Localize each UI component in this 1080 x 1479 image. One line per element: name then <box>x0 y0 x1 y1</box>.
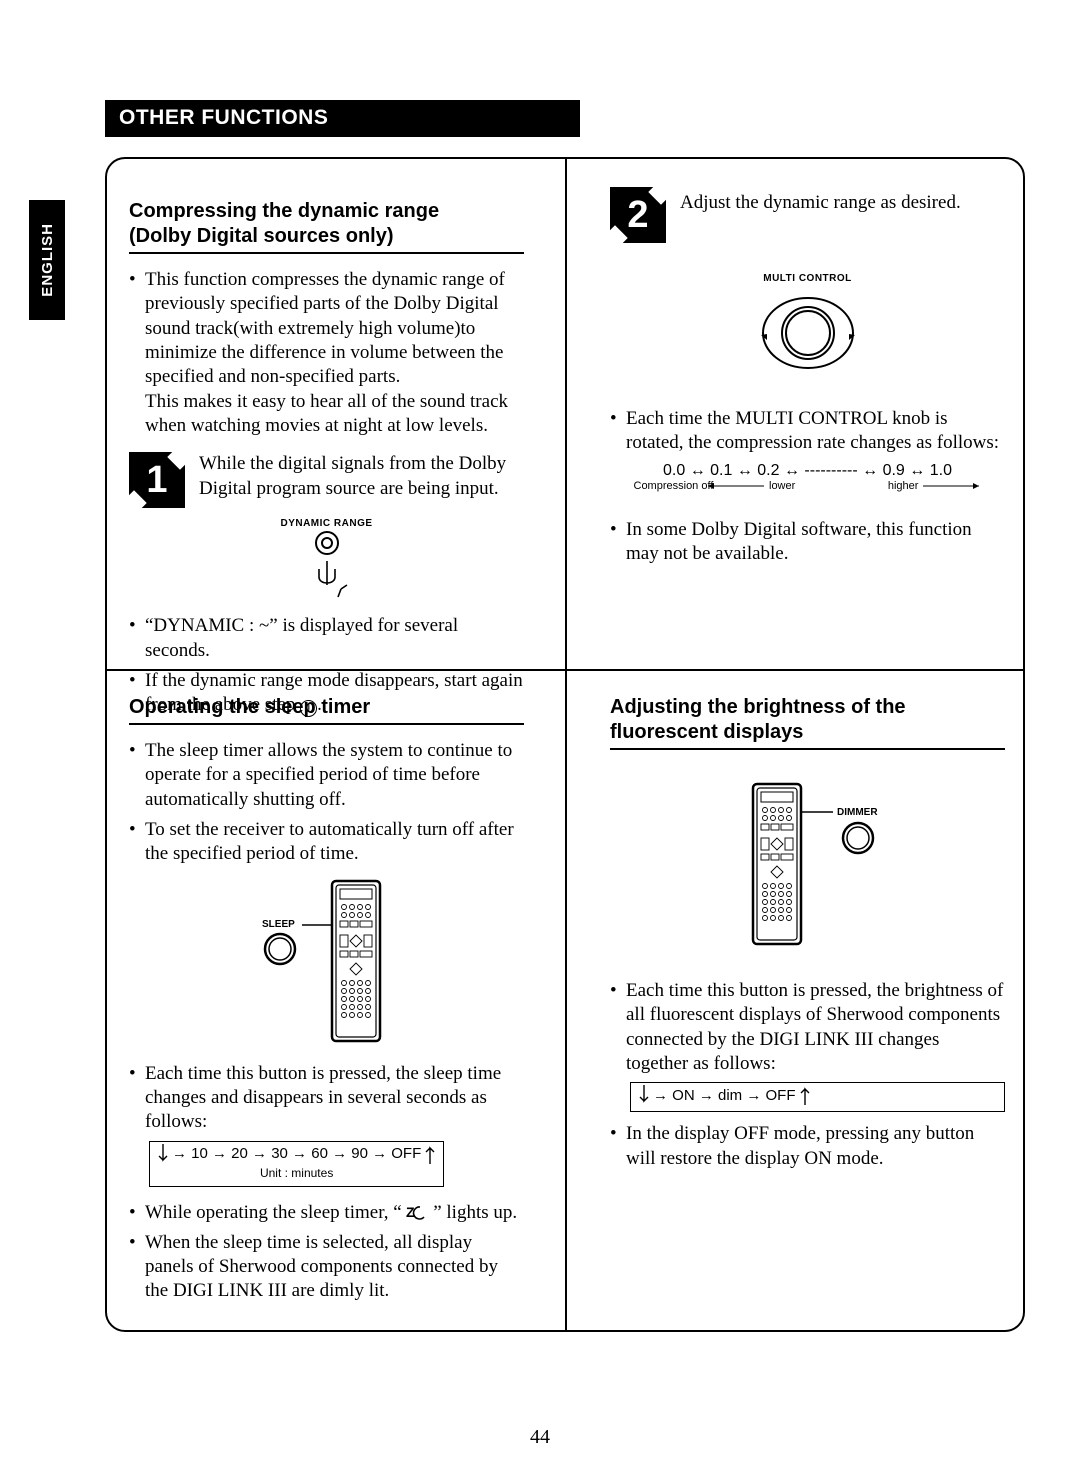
sleep-b4a: While operating the sleep timer, “ <box>145 1202 406 1223</box>
compress-intro-p1: This function compresses the dynamic ran… <box>145 269 505 387</box>
dimmer-label: DIMMER <box>837 807 878 818</box>
dynamic-range-figure: DYNAMIC RANGE <box>129 518 524 604</box>
cell-sleep: Operating the sleep timer The sleep time… <box>107 669 542 1332</box>
multi-control-icon <box>753 288 863 378</box>
dimmer-b2: In the display OFF mode, pressing any bu… <box>610 1122 1005 1171</box>
compression-lower-label: lower <box>706 480 795 492</box>
compress-title-line1: Compressing the dynamic range <box>129 200 439 222</box>
step-2-text: Adjust the dynamic range as desired. <box>680 187 1005 215</box>
step-2-badge: 2 <box>610 187 666 243</box>
sleep-moon-icon: Z <box>406 1203 428 1221</box>
compress-title-line2: Dolby Digital sources only) <box>136 225 394 247</box>
dimmer-b1: Each time this button is pressed, the br… <box>610 979 1005 1076</box>
compress-title: Compressing the dynamic range (Dolby Dig… <box>129 199 524 254</box>
compression-higher-label: higher <box>888 480 982 492</box>
vertical-divider <box>565 159 567 1330</box>
dimmer-sequence-text: → ON → dim → OFF <box>653 1087 796 1104</box>
cell-compress-2: 2 Adjust the dynamic range as desired. M… <box>588 159 1023 669</box>
multi-control-figure: MULTI CONTROL <box>610 273 1005 383</box>
language-tab: ENGLISH <box>29 200 65 320</box>
compress-note1: “DYNAMIC : ~” is displayed for several s… <box>129 614 524 663</box>
sleep-b4b: ” lights up. <box>433 1202 517 1223</box>
dynamic-range-icon <box>297 529 357 599</box>
sleep-b5: When the sleep time is selected, all dis… <box>129 1231 524 1304</box>
sleep-b3: Each time this button is pressed, the sl… <box>129 1062 524 1135</box>
content-frame: Compressing the dynamic range (Dolby Dig… <box>105 157 1025 1332</box>
dynamic-range-label: DYNAMIC RANGE <box>129 518 524 529</box>
sleep-title: Operating the sleep timer <box>129 695 524 725</box>
step-1-row: 1 While the digital signals from the Dol… <box>129 452 524 508</box>
compression-off-label: Compression off <box>634 480 714 492</box>
dimmer-sequence: → ON → dim → OFF <box>630 1082 1005 1112</box>
sleep-figure: SLEEP <box>129 877 524 1052</box>
multi-control-label: MULTI CONTROL <box>610 273 1005 284</box>
sleep-label: SLEEP <box>262 919 295 930</box>
section-header: OTHER FUNCTIONS <box>105 100 580 137</box>
sleep-remote-icon: SLEEP <box>232 877 422 1047</box>
cell-dimmer: Adjusting the brightness of the fluoresc… <box>588 669 1023 1332</box>
cell-compress: Compressing the dynamic range (Dolby Dig… <box>107 159 542 669</box>
compress-title-paren: ( <box>129 225 136 247</box>
step-2-row: 2 Adjust the dynamic range as desired. <box>610 187 1005 243</box>
dimmer-figure: DIMMER <box>610 780 1005 955</box>
page-number: 44 <box>0 1426 1080 1449</box>
compress-note4: In some Dolby Digital software, this fun… <box>610 518 1005 567</box>
compress-intro-p2: This makes it easy to hear all of the so… <box>145 391 508 436</box>
manual-page: ENGLISH OTHER FUNCTIONS Compressing the … <box>0 0 1080 1479</box>
compress-intro: This function compresses the dynamic ran… <box>129 268 524 438</box>
compression-sequence: 0.0 ↔ 0.1 ↔ 0.2 ↔ ---------- ↔ 0.9 ↔ 1.0 <box>610 462 1005 480</box>
step-1-badge: 1 <box>129 452 185 508</box>
dimmer-title: Adjusting the brightness of the fluoresc… <box>610 695 1005 750</box>
sleep-sequence-text: → 10 → 20 → 30 → 60 → 90 → OFF <box>172 1145 421 1162</box>
compress-note3: Each time the MULTI CONTROL knob is rota… <box>610 407 1005 456</box>
dimmer-remote-icon: DIMMER <box>693 780 923 950</box>
sleep-sequence: → 10 → 20 → 30 → 60 → 90 → OFF Unit : mi… <box>149 1141 444 1187</box>
sleep-b4: While operating the sleep timer, “ Z ” l… <box>129 1201 524 1225</box>
sleep-unit: Unit : minutes <box>158 1166 435 1180</box>
sleep-b2: To set the receiver to automatically tur… <box>129 818 524 867</box>
sleep-b1: The sleep timer allows the system to con… <box>129 739 524 812</box>
language-tab-label: ENGLISH <box>39 223 56 297</box>
step-1-text: While the digital signals from the Dolby… <box>199 452 524 501</box>
